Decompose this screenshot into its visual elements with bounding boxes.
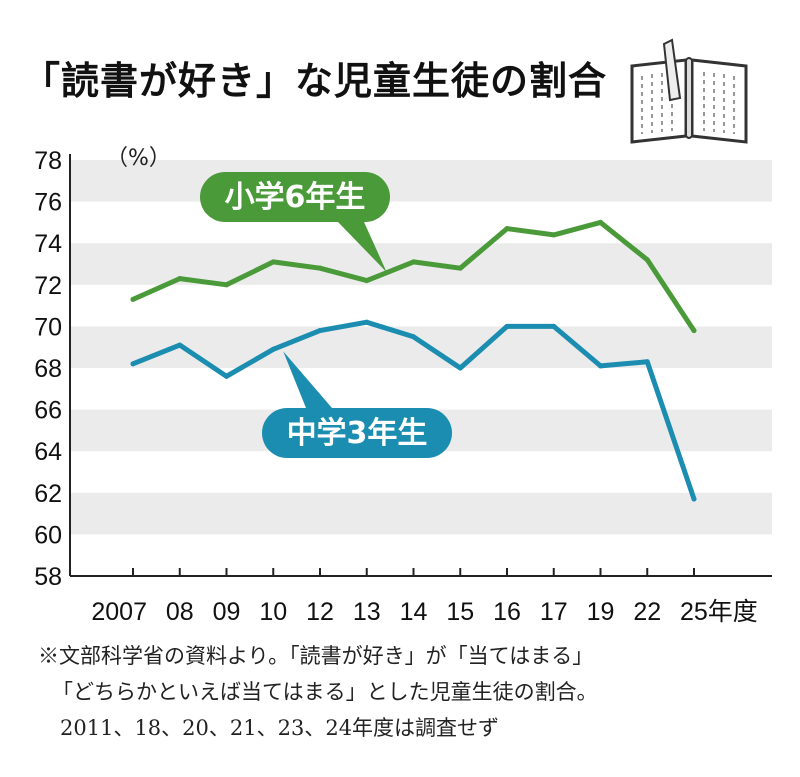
data-point <box>130 296 136 302</box>
callout-bubble <box>262 408 452 458</box>
data-point <box>317 265 323 271</box>
callout-pointer <box>283 351 332 408</box>
y-tick-label: 72 <box>34 272 62 300</box>
callout-pointer <box>338 222 387 273</box>
x-tick-label: 09 <box>213 598 241 626</box>
chart-title: 「読書が好き」な児童生徒の割合 <box>22 59 608 103</box>
book-icon <box>630 38 748 144</box>
series-label: 中学3年生 <box>287 416 428 451</box>
y-tick-label: 62 <box>34 480 62 508</box>
footnote-line-2: 「どちらかといえば当てはまる」とした児童生徒の割合。 <box>52 680 598 704</box>
x-tick-label: 14 <box>400 598 428 626</box>
data-point <box>364 278 370 284</box>
series-label: 小学6年生 <box>225 180 366 215</box>
data-point <box>457 265 463 271</box>
data-point <box>224 282 229 288</box>
callout-bubble <box>200 172 390 222</box>
data-point <box>411 334 416 340</box>
y-tick-label: 68 <box>34 355 62 383</box>
data-point <box>644 359 650 365</box>
x-tick-label: 22 <box>633 598 661 626</box>
x-tick-label: 12 <box>306 598 334 626</box>
footnote-line-1: ※文部科学省の資料より。「読書が好き」が「当てはまる」 <box>38 644 594 668</box>
data-point <box>551 232 557 238</box>
y-tick-label: 64 <box>34 438 62 466</box>
y-tick-label: 76 <box>34 189 62 217</box>
x-tick-label: 15 <box>446 598 474 626</box>
data-point <box>270 346 276 352</box>
data-point <box>317 328 323 334</box>
data-point <box>504 226 510 232</box>
data-point <box>644 257 650 263</box>
data-point <box>270 259 276 265</box>
data-point <box>691 496 697 502</box>
x-tick-label: 25年度 <box>680 598 758 626</box>
y-tick-label: 70 <box>34 313 62 341</box>
x-tick-label: 19 <box>587 598 615 626</box>
data-point <box>224 373 229 379</box>
y-unit-label: （%） <box>106 146 171 171</box>
series-lines <box>130 219 697 502</box>
data-point <box>598 219 603 225</box>
data-point <box>130 361 136 367</box>
data-point <box>411 259 416 265</box>
footnote-line-3: 2011、18、20、21、23、24年度は調査せず <box>60 716 500 740</box>
data-point <box>177 276 183 282</box>
x-tick-label: 13 <box>353 598 381 626</box>
grid-band <box>70 492 772 535</box>
x-tick-label: 2007 <box>91 598 147 626</box>
x-tick-label: 16 <box>493 598 521 626</box>
callout-1: 小学6年生 <box>200 172 390 273</box>
x-tick-label: 17 <box>540 598 568 626</box>
data-point <box>551 323 557 329</box>
y-tick-label: 66 <box>34 397 62 425</box>
y-tick-label: 58 <box>34 563 62 591</box>
x-tick-label: 10 <box>259 598 287 626</box>
y-tick-labels: 58 60 62 64 66 68 70 72 74 76 78 <box>34 147 62 591</box>
grid-band <box>70 160 772 202</box>
x-tick-label: 08 <box>166 598 194 626</box>
chart-axes <box>69 154 772 577</box>
callout-2: 中学3年生 <box>262 351 452 458</box>
footnote: ※文部科学省の資料より。「読書が好き」が「当てはまる」 「どちらかといえば当ては… <box>38 638 598 746</box>
data-point <box>457 365 463 371</box>
data-point <box>598 363 603 369</box>
line-chart: 58 60 62 64 66 68 70 72 74 76 78 2007 08 09 10 12 13 14 1… <box>34 146 772 626</box>
data-point <box>364 319 370 325</box>
y-tick-label: 60 <box>34 521 62 549</box>
y-tick-label: 74 <box>34 230 62 258</box>
y-tick-label: 78 <box>34 147 62 175</box>
x-tick-labels: 2007 08 09 10 12 13 14 15 16 17 19 22 25年度 <box>91 598 757 626</box>
data-point <box>177 342 183 348</box>
data-point <box>504 323 510 329</box>
data-point <box>691 328 697 334</box>
